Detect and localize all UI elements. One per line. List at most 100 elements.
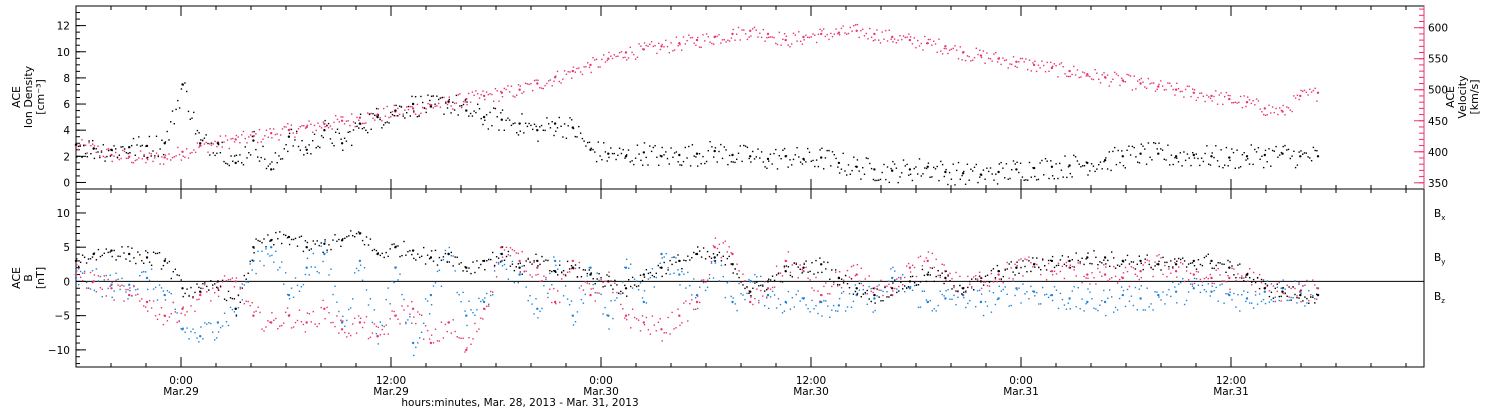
velocity-series-point <box>773 36 775 39</box>
velocity-series-point <box>1005 59 1008 61</box>
bz-series-point <box>403 309 405 311</box>
density-series-point <box>876 179 878 182</box>
density-series-point <box>335 131 337 133</box>
bz-series-value-point <box>411 307 415 310</box>
density-series-point <box>290 128 293 131</box>
by-series-point <box>1016 288 1018 291</box>
velocity-series-point <box>785 35 788 37</box>
bx-series-point <box>911 275 914 278</box>
bz-series-point <box>669 333 671 335</box>
velocity-series-point <box>1055 65 1057 67</box>
velocity-series-point <box>713 43 715 45</box>
velocity-series-point <box>548 80 550 82</box>
bz-series-point <box>350 334 352 337</box>
density-series-point <box>1316 150 1318 152</box>
bz-series-point <box>1298 282 1300 284</box>
velocity-series-point <box>104 156 106 159</box>
velocity-series-point <box>150 153 152 155</box>
bx-series-point <box>281 242 283 245</box>
density-series-value-point <box>1263 153 1267 157</box>
velocity-series-point <box>1229 94 1231 97</box>
by-series-point <box>557 268 559 270</box>
velocity-series-value-point <box>1157 85 1160 88</box>
bz-series-point <box>1274 300 1276 303</box>
by-series-point <box>781 312 784 314</box>
density-series-point <box>178 107 181 109</box>
density-series-point <box>681 164 683 166</box>
bz-series-point <box>631 308 634 310</box>
bz-series-point <box>1089 283 1091 285</box>
density-series-point <box>624 157 626 159</box>
by-series-point <box>710 262 713 264</box>
density-series-point <box>420 95 422 98</box>
bz-series-point <box>702 279 705 281</box>
by-series-point <box>95 268 98 270</box>
bx-series-value-point <box>553 270 557 273</box>
density-series-point <box>533 123 536 125</box>
velocity-series-point <box>1282 104 1284 107</box>
by-series-point <box>564 285 567 287</box>
bz-series-point <box>251 302 253 304</box>
density-series-point <box>296 130 298 133</box>
bx-series-point <box>1083 263 1085 266</box>
velocity-series-point <box>257 141 259 144</box>
by-series-point <box>1152 309 1154 311</box>
density-series-point <box>404 117 406 119</box>
by-series-point <box>1118 297 1121 300</box>
by-series-point <box>1235 306 1237 308</box>
density-series-point <box>372 113 374 115</box>
by-series-point <box>1298 283 1300 286</box>
by-series-point <box>194 332 196 334</box>
bx-series-value-point <box>1316 293 1320 297</box>
density-series-point <box>1044 158 1047 160</box>
bx-series-point <box>1120 263 1123 265</box>
by-series-point <box>1217 300 1219 302</box>
by-series-point <box>247 281 249 283</box>
by-series-point <box>517 282 519 284</box>
by-series-point <box>344 325 346 327</box>
velocity-series-point <box>152 160 154 163</box>
by-series-value-point <box>1263 290 1267 293</box>
density-series-point <box>1211 152 1213 154</box>
by-series-point <box>267 253 269 255</box>
by-series-point <box>212 331 214 333</box>
bz-series-point <box>689 303 691 305</box>
bx-series-point <box>1166 261 1168 264</box>
bz-series-point <box>1142 264 1144 266</box>
bx-series-point <box>1134 268 1137 270</box>
velocity-series-point <box>251 131 254 133</box>
bx-series-point <box>154 252 157 255</box>
velocity-series-point <box>828 38 830 41</box>
by-series-point <box>990 311 993 313</box>
velocity-series-point <box>599 66 601 68</box>
density-series-point <box>991 173 993 175</box>
velocity-series-point <box>980 56 983 59</box>
velocity-tick-label: 400 <box>1428 147 1448 159</box>
by-series-point <box>403 298 405 301</box>
bx-series-value-point <box>908 280 912 283</box>
bx-series-point <box>1209 262 1211 265</box>
velocity-series-point <box>1309 88 1311 90</box>
by-series-point <box>121 277 123 280</box>
density-series-point <box>1005 163 1008 165</box>
density-series-point <box>691 144 694 146</box>
bx-series-point <box>628 279 630 281</box>
bx-series-value-point <box>429 256 433 259</box>
bz-series-point <box>992 281 995 283</box>
bx-series-point <box>1302 300 1304 302</box>
bz-series-point <box>417 311 419 313</box>
bx-series-point <box>517 263 519 265</box>
density-series-point <box>438 98 440 101</box>
velocity-series-point <box>258 128 261 131</box>
bx-series-point <box>452 265 454 267</box>
by-series-point <box>726 282 728 284</box>
velocity-series-value-point <box>979 54 983 57</box>
velocity-series-point <box>957 58 960 60</box>
velocity-series-point <box>1286 106 1288 108</box>
bz-series-point <box>1310 294 1312 296</box>
bx-series-point <box>596 278 598 280</box>
density-series-point <box>1312 146 1315 149</box>
density-series-point <box>574 135 576 138</box>
density-series-value-point <box>199 142 202 145</box>
density-series-point <box>959 178 961 180</box>
